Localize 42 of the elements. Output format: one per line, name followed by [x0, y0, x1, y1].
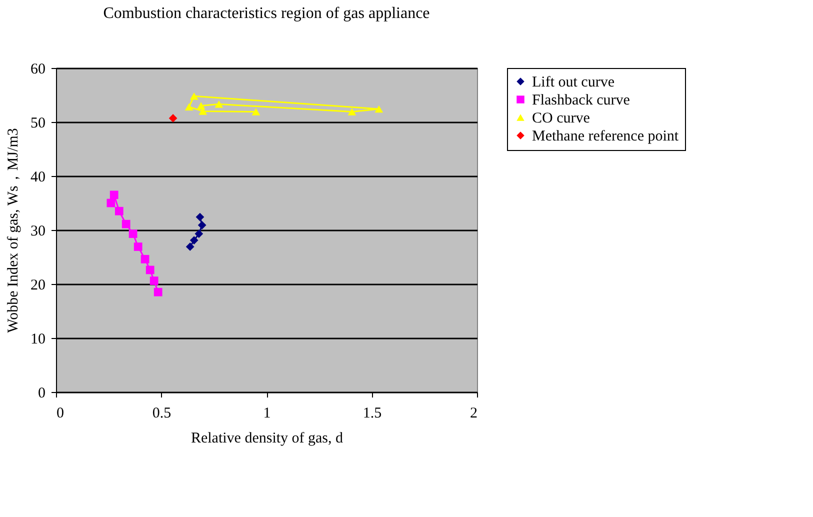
point	[190, 236, 198, 244]
x-tick-label: 0.5	[152, 406, 172, 422]
legend-label: Methane reference point	[532, 128, 680, 144]
y-axis-title: Wobbe Index of gas, Ws，MJ/m3	[6, 128, 22, 333]
legend-label: Flashback curve	[532, 92, 630, 108]
y-tick-label: 40	[30, 170, 46, 186]
x-tick-label: 1	[263, 406, 271, 422]
chart-title: Combustion characteristics region of gas appliance	[103, 5, 430, 22]
point	[134, 242, 142, 251]
point	[110, 190, 118, 200]
y-tick-label: 0	[38, 386, 46, 402]
x-tick-label: 1.5	[362, 406, 382, 422]
point	[214, 100, 224, 108]
point	[168, 114, 178, 122]
point	[114, 206, 124, 216]
point	[186, 242, 194, 251]
point	[140, 254, 150, 264]
point	[374, 105, 384, 113]
x-tick-label: 0	[56, 406, 64, 422]
y-tick-label: 60	[30, 62, 46, 78]
point	[128, 230, 138, 238]
point	[150, 276, 158, 285]
y-tick-label: 20	[30, 278, 46, 294]
y-tick-label: 50	[30, 116, 46, 132]
point	[348, 108, 356, 116]
point	[194, 230, 204, 238]
point	[122, 220, 130, 228]
point	[190, 92, 198, 100]
point	[196, 102, 206, 110]
point	[198, 220, 206, 230]
y-tick-label: 10	[30, 332, 46, 348]
x-tick-label: 2	[470, 406, 478, 422]
x-axis-title: Relative density of gas, d	[190, 430, 344, 446]
point	[196, 212, 204, 222]
legend-label: Lift out curve	[532, 74, 615, 90]
y-tick-label: 30	[30, 224, 46, 240]
point	[154, 288, 162, 296]
point	[184, 103, 194, 111]
legend-label: CO curve	[532, 110, 590, 126]
point	[252, 108, 260, 116]
point	[146, 266, 154, 274]
point	[106, 198, 116, 208]
